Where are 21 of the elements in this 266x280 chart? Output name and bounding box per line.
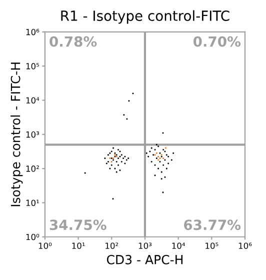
y-tick-label: 10²: [26, 166, 39, 172]
x-tick-label: 10⁰: [38, 242, 52, 249]
x-axis-title: CD3 - APC-H: [106, 254, 182, 264]
y-tick-label: 10⁴: [26, 97, 40, 104]
x-tick-label: 10⁶: [238, 242, 252, 249]
annotation: 63.77%: [184, 220, 241, 230]
x-tick-label: 10¹: [72, 242, 85, 249]
annotation: 34.75%: [50, 220, 106, 230]
chart-title: R1 - Isotype control-FITC: [61, 10, 230, 24]
x-tick-label: 10³: [138, 242, 152, 249]
x-tick-label: 10²: [106, 242, 118, 249]
y-tick-label: 10¹: [26, 200, 39, 206]
y-tick-label: 10⁶: [26, 28, 40, 36]
y-axis-title: Isotype control - FITC-H: [10, 62, 23, 206]
x-tick-label: 10⁵: [206, 242, 218, 249]
y-tick-label: 10⁵: [26, 63, 39, 70]
annotation: 0.78%: [50, 36, 97, 47]
y-tick-label: 10³: [26, 131, 39, 138]
annotation: 0.70%: [193, 36, 241, 47]
y-tick-label: 10⁰: [26, 234, 40, 240]
x-tick-label: 10⁴: [172, 242, 186, 249]
